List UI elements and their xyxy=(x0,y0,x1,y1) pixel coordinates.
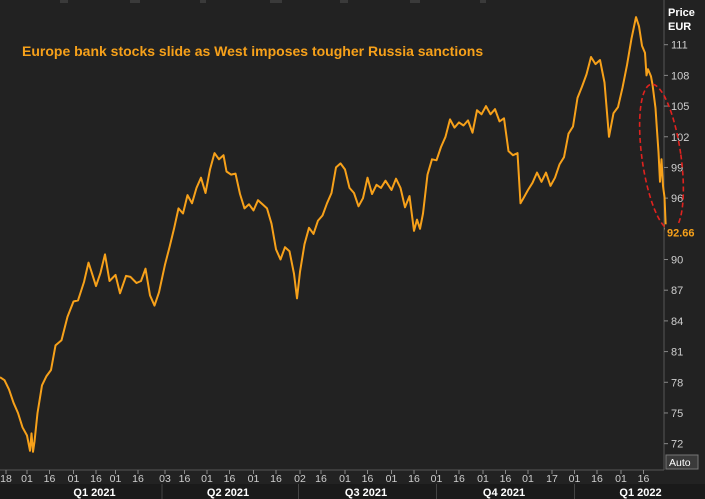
x-axis-quarters: Q1 2021 Q2 2021 Q3 2021 Q4 2021 Q1 2022 xyxy=(73,484,662,499)
last-value-background xyxy=(665,224,705,240)
quarter-label: Q4 2021 xyxy=(483,487,525,499)
x-tick-label: 01 xyxy=(386,473,398,485)
x-tick-label: 01 xyxy=(201,473,213,485)
x-tick-label: 16 xyxy=(638,473,650,485)
y-tick-label: 81 xyxy=(671,347,683,359)
y-tick-label: 111 xyxy=(671,40,688,52)
y-tick-label: 72 xyxy=(671,439,683,451)
x-tick-label: 16 xyxy=(132,473,144,485)
top-edge-mark xyxy=(480,0,486,3)
top-edge-mark xyxy=(270,0,282,3)
x-tick-label: 16 xyxy=(500,473,512,485)
auto-scale-button-frame[interactable] xyxy=(665,454,699,470)
x-tick-label: 01 xyxy=(522,473,534,485)
y-axis-title-price: Price xyxy=(668,7,695,19)
x-tick-label: 03 xyxy=(159,473,171,485)
y-tick-label: 108 xyxy=(671,70,689,82)
auto-scale-button-label[interactable]: Auto xyxy=(669,457,691,469)
x-tick-label: 01 xyxy=(110,473,122,485)
x-tick-label: 16 xyxy=(591,473,603,485)
top-edge-mark xyxy=(200,0,206,3)
x-axis-ticks: 18 01 16 01 16 01 16 03 16 01 16 01 16 02 16 01 16 01 16 01… xyxy=(0,470,649,485)
top-edge-mark xyxy=(410,0,420,3)
x-tick-label: 01 xyxy=(477,473,489,485)
x-tick-label: 01 xyxy=(68,473,80,485)
top-edge-mark xyxy=(340,0,348,3)
quarter-label: Q1 2021 xyxy=(73,487,115,499)
x-tick-label: 17 xyxy=(546,473,558,485)
top-edge-mark xyxy=(60,0,68,3)
x-tick-label: 16 xyxy=(90,473,102,485)
x-tick-label: 16 xyxy=(179,473,191,485)
last-value-label: 92.66 xyxy=(667,227,695,239)
auto-scale-button[interactable]: Auto xyxy=(665,454,699,470)
top-edge-mark xyxy=(130,0,140,3)
x-tick-label: 01 xyxy=(431,473,443,485)
y-axis-title-currency: EUR xyxy=(668,21,691,33)
y-tick-label: 75 xyxy=(671,408,683,420)
y-tick-label: 102 xyxy=(671,132,689,144)
y-tick-label: 90 xyxy=(671,255,683,267)
y-tick-label: 87 xyxy=(671,285,683,297)
quarter-label: Q3 2021 xyxy=(345,487,387,499)
x-tick-label: 16 xyxy=(408,473,420,485)
x-tick-label: 02 xyxy=(294,473,306,485)
y-tick-label: 105 xyxy=(671,101,689,113)
x-tick-label: 16 xyxy=(453,473,465,485)
x-tick-label: 01 xyxy=(21,473,33,485)
x-tick-label: 16 xyxy=(44,473,56,485)
quarter-label: Q2 2021 xyxy=(207,487,249,499)
x-tick-label: 16 xyxy=(315,473,327,485)
y-tick-label: 84 xyxy=(671,316,683,328)
top-edge-strip xyxy=(60,0,486,3)
x-tick-label: 01 xyxy=(248,473,260,485)
x-tick-label: 16 xyxy=(224,473,236,485)
x-tick-label: 16 xyxy=(362,473,374,485)
chart-title: Europe bank stocks slide as West imposes… xyxy=(22,43,483,59)
x-tick-label: 01 xyxy=(569,473,581,485)
y-tick-label: 96 xyxy=(671,193,683,205)
x-tick-label: 01 xyxy=(615,473,627,485)
price-series-line xyxy=(0,16,667,453)
quarter-band xyxy=(0,484,705,499)
drop-highlight-ellipse xyxy=(638,83,685,232)
x-tick-label: 18 xyxy=(0,473,12,485)
y-tick-label: 78 xyxy=(671,377,683,389)
x-tick-label: 16 xyxy=(270,473,282,485)
quarter-label: Q1 2022 xyxy=(619,487,661,499)
x-tick-label: 01 xyxy=(339,473,351,485)
y-tick-label: 99 xyxy=(671,162,683,174)
last-value-marker: 92.66 xyxy=(665,224,705,240)
